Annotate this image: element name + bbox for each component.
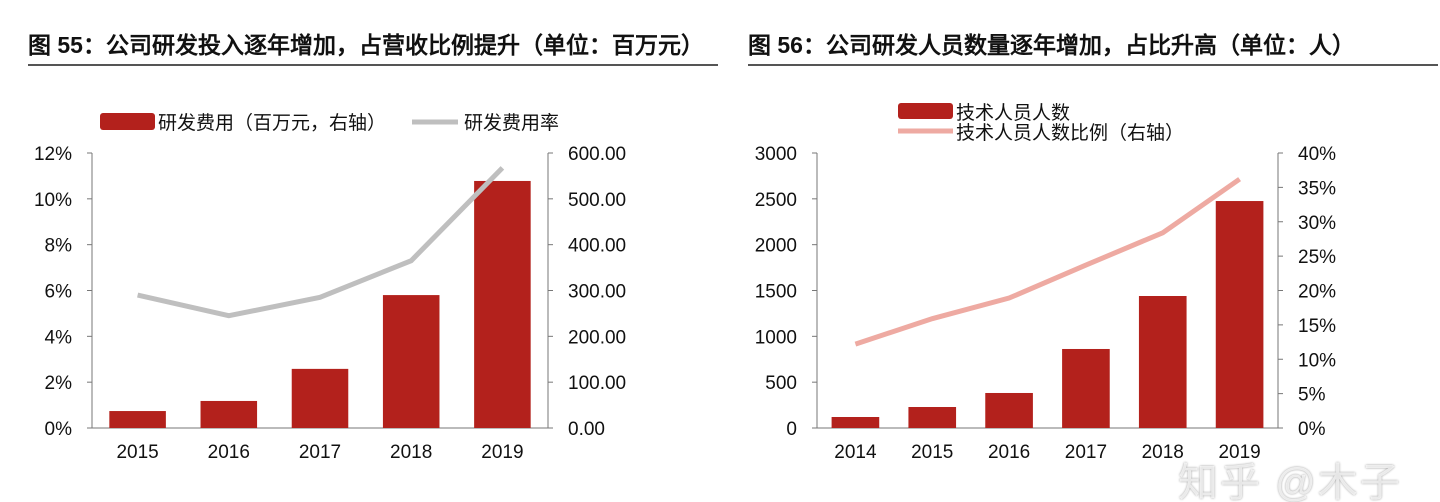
left-axis-tick-label: 0%	[45, 419, 73, 440]
left-axis-tick-label: 6%	[45, 282, 73, 303]
right-axis-tick-label: 600.00	[568, 144, 626, 165]
left-axis-tick-label: 1500	[755, 282, 797, 303]
x-tick-label: 2016	[208, 442, 250, 463]
bar-2019	[1215, 201, 1264, 428]
bar-2018	[1138, 296, 1187, 428]
watermark-logo: 知乎 @木子	[1178, 461, 1402, 502]
chart-title-56: 图 56：公司研发人员数量逐年增加，占比升高（单位：人）	[748, 32, 1355, 58]
x-tick-label: 2017	[1065, 442, 1107, 463]
right-axis-tick-label: 500.00	[568, 190, 626, 211]
bar-2017	[291, 368, 349, 428]
left-axis-tick-label: 2000	[755, 236, 797, 257]
x-tick-label: 2016	[988, 442, 1030, 463]
chart-title-55: 图 55：公司研发投入逐年增加，占营收比例提升（单位：百万元）	[28, 32, 704, 58]
right-axis-tick-label: 300.00	[568, 282, 626, 303]
left-axis-tick-label: 10%	[34, 190, 72, 211]
x-tick-label: 2017	[299, 442, 341, 463]
bar-2014	[831, 417, 880, 428]
x-tick-label: 2014	[834, 442, 877, 463]
right-axis-tick-label: 30%	[1298, 213, 1336, 234]
legend-label-bar: 技术人员人数	[956, 102, 1070, 124]
right-axis-tick-label: 200.00	[568, 327, 626, 348]
title-divider	[748, 64, 1438, 66]
right-axis-tick-label: 10%	[1298, 350, 1336, 371]
legend-label-bar: 研发费用（百万元，右轴）	[158, 112, 386, 134]
right-axis-tick-label: 35%	[1298, 178, 1336, 199]
line-series	[854, 177, 1242, 347]
left-axis-tick-label: 2500	[755, 190, 797, 211]
left-axis-tick-label: 2%	[45, 373, 73, 394]
bar-2018	[382, 295, 440, 428]
left-axis-tick-label: 500	[765, 373, 797, 394]
bar-2016	[985, 392, 1033, 428]
left-axis-tick-label: 3000	[755, 144, 797, 165]
bar-2015	[908, 407, 957, 428]
bar-2017	[1062, 348, 1110, 428]
right-axis-tick-label: 100.00	[568, 373, 626, 394]
bar-2019	[474, 180, 531, 428]
line-series	[137, 166, 505, 319]
right-axis-tick-label: 20%	[1298, 282, 1336, 303]
right-axis-tick-label: 0.00	[568, 419, 605, 440]
bar-2015	[109, 411, 166, 428]
right-axis-tick-label: 5%	[1298, 385, 1326, 406]
x-tick-label: 2015	[911, 442, 953, 463]
left-axis-tick-label: 12%	[34, 144, 72, 165]
x-tick-label: 2018	[1142, 442, 1184, 463]
left-axis-tick-label: 8%	[45, 236, 73, 257]
x-tick-label: 2018	[390, 442, 432, 463]
right-axis-tick-label: 25%	[1298, 247, 1336, 268]
x-tick-label: 2015	[116, 442, 158, 463]
legend-swatch-bar	[100, 113, 155, 130]
left-axis-tick-label: 4%	[45, 327, 73, 348]
legend-label-line: 研发费用率	[464, 112, 559, 134]
legend-swatch-bar	[898, 103, 953, 119]
left-axis-tick-label: 0	[786, 419, 797, 440]
x-tick-label: 2019	[1218, 442, 1260, 463]
legend-label-line: 技术人员人数比例（右轴）	[956, 122, 1184, 144]
right-axis-tick-label: 400.00	[568, 236, 626, 257]
right-axis-tick-label: 0%	[1298, 419, 1326, 440]
title-divider	[28, 64, 718, 66]
right-axis-tick-label: 40%	[1298, 144, 1336, 165]
left-axis-tick-label: 1000	[755, 327, 797, 348]
right-axis-tick-label: 15%	[1298, 316, 1336, 337]
bar-2016	[200, 400, 258, 428]
x-tick-label: 2019	[481, 442, 523, 463]
